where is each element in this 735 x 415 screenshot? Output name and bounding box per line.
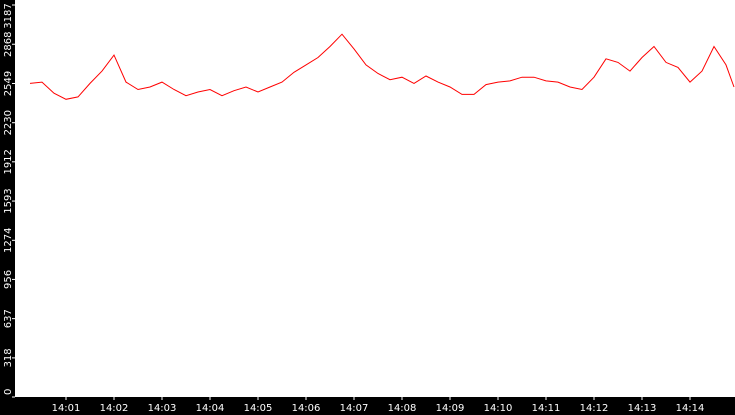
- x-tick-label: 14:13: [628, 403, 657, 414]
- x-tick-label: 14:05: [244, 403, 273, 414]
- x-tick-label: 14:07: [340, 403, 369, 414]
- y-tick-label: 318: [3, 348, 14, 367]
- series-line: [29, 33, 735, 100]
- x-tick-label: 14:11: [532, 403, 561, 414]
- y-tick-label: 637: [3, 309, 14, 328]
- y-tick-label: 1274: [3, 228, 14, 253]
- y-tick-label: 1593: [3, 188, 14, 213]
- y-tick-label: 2549: [3, 71, 14, 96]
- x-axis-band: [0, 397, 735, 415]
- x-axis: 14:01 14:02 14:03 14:04 14:05 14:06 14:07 14:08…: [52, 397, 705, 414]
- y-tick-label: 1912: [3, 149, 14, 174]
- x-tick-label: 14:02: [100, 403, 129, 414]
- y-axis-band: [0, 0, 15, 415]
- x-tick-label: 14:14: [676, 403, 705, 414]
- x-tick-label: 14:01: [52, 403, 81, 414]
- x-tick-label: 14:10: [484, 403, 513, 414]
- y-tick-label: 0: [3, 389, 14, 395]
- x-tick-label: 14:03: [148, 403, 177, 414]
- y-tick-label: 2868: [3, 32, 14, 57]
- y-tick-label: 3187: [3, 3, 14, 28]
- y-tick-label: 2230: [3, 110, 14, 135]
- y-axis: 0 318 637 956 1274 1593 1912 2230 2549 2868 3187: [3, 3, 15, 398]
- x-tick-label: 14:04: [196, 403, 225, 414]
- x-tick-label: 14:08: [388, 403, 417, 414]
- x-tick-label: 14:09: [436, 403, 465, 414]
- x-tick-label: 14:12: [580, 403, 609, 414]
- x-tick-label: 14:06: [292, 403, 321, 414]
- series-layer: [29, 33, 735, 100]
- y-tick-label: 956: [3, 270, 14, 289]
